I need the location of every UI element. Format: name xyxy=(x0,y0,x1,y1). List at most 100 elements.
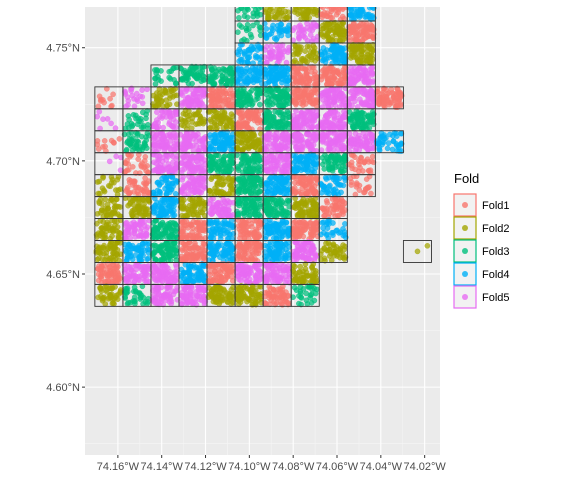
data-point xyxy=(126,140,132,147)
data-point xyxy=(353,123,360,130)
data-point xyxy=(353,183,360,190)
data-point xyxy=(208,158,214,165)
data-point xyxy=(279,135,286,141)
data-point xyxy=(155,158,162,164)
data-point xyxy=(157,191,163,198)
data-point xyxy=(244,14,251,21)
data-point xyxy=(348,182,355,188)
data-point xyxy=(187,98,194,105)
data-point xyxy=(285,9,292,16)
data-point xyxy=(193,154,200,161)
data-point xyxy=(325,78,331,84)
data-point xyxy=(114,196,120,203)
data-point xyxy=(186,70,193,76)
data-point xyxy=(179,229,186,235)
data-point xyxy=(160,103,166,109)
data-point xyxy=(321,213,327,219)
data-point xyxy=(361,122,368,128)
data-point xyxy=(248,189,255,196)
data-point xyxy=(128,88,134,94)
data-point xyxy=(280,152,287,158)
data-point xyxy=(102,205,108,212)
data-point xyxy=(223,67,229,74)
data-point xyxy=(294,44,301,51)
data-point xyxy=(355,7,360,8)
data-point xyxy=(218,131,225,138)
data-point xyxy=(229,134,236,141)
data-point xyxy=(243,223,250,230)
data-point xyxy=(302,202,308,209)
data-point xyxy=(142,208,149,214)
data-point xyxy=(339,198,346,205)
data-point xyxy=(275,109,281,116)
data-point xyxy=(167,167,173,174)
data-point xyxy=(160,154,166,161)
data-point xyxy=(368,190,374,197)
data-point xyxy=(128,178,134,184)
data-point xyxy=(186,202,193,209)
data-point xyxy=(106,182,112,189)
data-point xyxy=(243,27,250,34)
data-point xyxy=(107,95,113,102)
data-point xyxy=(328,47,334,53)
data-point xyxy=(326,183,332,190)
data-point xyxy=(285,110,292,117)
data-point xyxy=(252,212,259,219)
data-point xyxy=(308,186,315,193)
data-point xyxy=(376,100,382,106)
data-point xyxy=(96,198,102,205)
data-point xyxy=(271,71,278,77)
data-point xyxy=(295,23,302,30)
data-point xyxy=(334,69,341,75)
data-point xyxy=(142,175,148,181)
data-points xyxy=(93,7,431,308)
data-point xyxy=(225,101,231,108)
data-point xyxy=(238,72,245,79)
data-point xyxy=(213,113,219,120)
data-point xyxy=(216,207,222,213)
data-point xyxy=(305,124,312,130)
data-point xyxy=(241,120,247,126)
data-point xyxy=(168,88,174,94)
data-point xyxy=(165,221,172,227)
data-point xyxy=(210,209,217,215)
data-point xyxy=(263,180,269,186)
data-point xyxy=(278,94,285,101)
data-point xyxy=(324,120,330,126)
data-point xyxy=(318,7,324,9)
data-point xyxy=(354,56,361,62)
data-point xyxy=(335,154,342,160)
data-point xyxy=(333,11,340,18)
data-point xyxy=(351,15,358,22)
data-point xyxy=(308,211,314,218)
data-point xyxy=(214,91,220,98)
data-point xyxy=(235,188,241,194)
data-point xyxy=(356,66,362,72)
data-point xyxy=(350,152,356,159)
data-point xyxy=(364,184,371,191)
data-point xyxy=(284,95,291,101)
data-point xyxy=(332,202,339,209)
data-point xyxy=(152,104,159,110)
data-point xyxy=(290,68,297,74)
data-point xyxy=(268,153,275,160)
data-point xyxy=(130,201,136,208)
data-point xyxy=(126,225,133,231)
data-point xyxy=(135,115,141,121)
data-point xyxy=(168,132,174,139)
data-point xyxy=(369,94,376,101)
data-point xyxy=(129,122,136,128)
data-point xyxy=(323,197,330,204)
data-point xyxy=(96,93,103,100)
data-point xyxy=(292,7,298,13)
data-point xyxy=(310,134,316,140)
data-point xyxy=(140,188,147,195)
data-point xyxy=(293,167,300,174)
data-point xyxy=(389,146,396,153)
data-point xyxy=(350,141,357,147)
data-point xyxy=(213,201,220,207)
data-point xyxy=(94,138,101,144)
data-point xyxy=(216,158,222,165)
data-point xyxy=(338,77,345,83)
